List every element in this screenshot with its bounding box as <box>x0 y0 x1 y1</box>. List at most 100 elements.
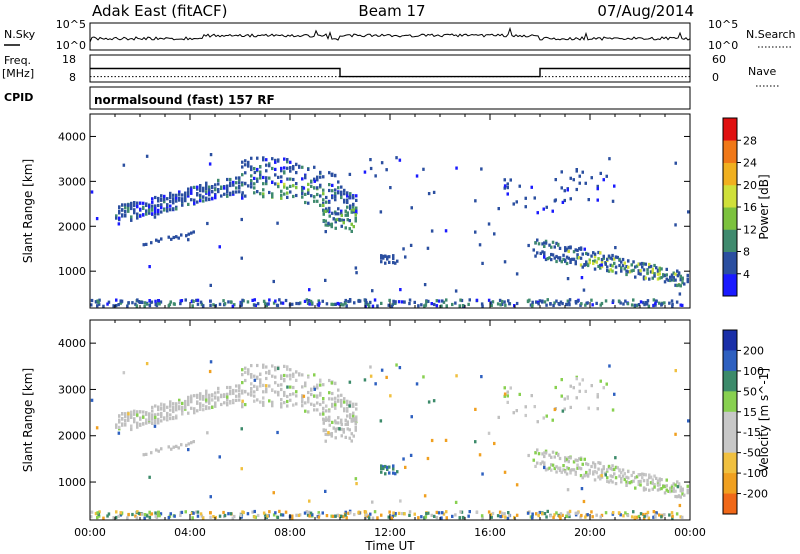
velocity-cell <box>379 419 383 423</box>
velocity-cell <box>515 409 518 413</box>
velocity-cell <box>96 516 99 520</box>
power-cell <box>660 267 663 271</box>
velocity-cell <box>159 512 163 516</box>
velocity-cell <box>250 390 253 394</box>
power-cell <box>199 199 202 203</box>
velocity-cell <box>677 494 681 498</box>
power-cell <box>340 213 343 217</box>
power-cell <box>687 210 690 214</box>
noise-strip: N.Sky 10^5 10^0 N.Search 10^5 10^0 <box>4 18 796 52</box>
velocity-cell <box>586 513 589 517</box>
power-cell <box>322 219 325 223</box>
velocity-cell <box>301 373 304 377</box>
velocity-cell <box>599 461 602 465</box>
velocity-cell <box>229 389 232 393</box>
velocity-cell <box>567 513 571 517</box>
velocity-cell <box>133 420 136 424</box>
power-cell <box>310 194 313 198</box>
velocity-cell <box>616 466 619 470</box>
power-cell <box>241 298 244 302</box>
velocity-cell <box>155 514 159 518</box>
velocity-cell <box>579 467 583 471</box>
velocity-cell <box>184 399 187 404</box>
velocity-cell <box>604 471 607 475</box>
velocity-cell <box>544 449 548 453</box>
power-cell <box>232 191 235 195</box>
x-tick-label: 08:00 <box>274 526 306 539</box>
power-cell <box>241 165 244 169</box>
velocity-cell <box>309 511 313 515</box>
velocity-cell <box>652 515 655 519</box>
velocity-cell <box>226 392 229 396</box>
velocity-cell <box>232 391 235 395</box>
power-cell <box>295 182 298 186</box>
power-cell <box>274 299 277 303</box>
velocity-cell <box>644 487 647 491</box>
velocity-cell <box>367 516 371 520</box>
power-cell <box>616 255 619 260</box>
power-cell <box>253 191 256 195</box>
power-cell <box>642 277 646 281</box>
velocity-cell <box>646 478 649 482</box>
velocity-cell <box>674 494 677 499</box>
velocity-cell <box>319 412 322 416</box>
velocity-cell <box>232 399 235 403</box>
velocity-cell <box>322 406 325 410</box>
power-cell <box>609 268 612 272</box>
power-cell <box>190 191 193 195</box>
velocity-cell <box>127 512 130 517</box>
velocity-cell <box>253 515 256 519</box>
power-cell <box>585 251 588 256</box>
velocity-cell <box>319 393 322 397</box>
velocity-cell <box>271 403 274 407</box>
velocity-cell <box>380 513 383 517</box>
velocity-cell <box>328 423 331 427</box>
velocity-cell <box>160 419 163 423</box>
velocity-cell <box>121 417 124 421</box>
velocity-cell <box>440 516 443 520</box>
power-cell <box>181 203 184 207</box>
power-cell <box>118 205 121 209</box>
power-cell <box>232 183 235 187</box>
power-cell <box>397 300 401 304</box>
power-cell <box>327 221 330 225</box>
power-cell <box>199 184 202 188</box>
velocity-cell <box>196 400 199 404</box>
power-cell <box>262 195 265 199</box>
velocity-cell <box>172 405 175 409</box>
power-cell <box>244 163 247 167</box>
velocity-cell <box>334 429 337 433</box>
velocity-cell <box>151 413 154 417</box>
power-cell <box>674 283 677 287</box>
power-cell <box>500 299 504 304</box>
velocity-cell <box>352 411 355 415</box>
nave-tick-bottom: 0 <box>712 71 719 84</box>
velocity-cell <box>531 516 534 520</box>
power-cell <box>340 185 343 189</box>
velocity-cell <box>345 516 348 520</box>
velocity-cell <box>185 443 188 447</box>
velocity-colorbar-tick-label: -200 <box>743 488 768 501</box>
power-cell <box>265 169 268 173</box>
power-cell <box>154 302 157 307</box>
velocity-colorbar-label: Velocity [m s^-1] <box>757 368 771 472</box>
velocity-cell <box>396 470 399 474</box>
velocity-cell <box>289 398 292 402</box>
power-cell <box>135 304 139 308</box>
power-cell <box>627 265 630 269</box>
velocity-cell <box>569 384 572 388</box>
velocity-cell <box>303 511 307 515</box>
velocity-cell <box>648 488 651 492</box>
velocity-cell <box>205 389 208 393</box>
velocity-cell <box>536 420 539 424</box>
power-cell <box>564 249 567 253</box>
velocity-cell <box>205 398 208 402</box>
velocity-cell <box>307 375 310 379</box>
velocity-cell <box>134 514 137 518</box>
velocity-cell <box>157 510 160 514</box>
velocity-cell <box>199 512 203 516</box>
velocity-cell <box>348 380 352 384</box>
velocity-colorbar-tick-label: 50 <box>743 385 757 398</box>
velocity-colorbar-tick-label: 15 <box>743 406 757 419</box>
power-cell <box>515 272 519 276</box>
